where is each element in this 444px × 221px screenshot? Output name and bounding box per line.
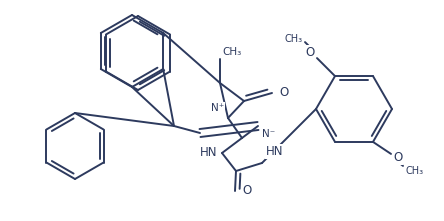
Text: O: O <box>393 151 402 164</box>
Text: CH₃: CH₃ <box>285 34 303 44</box>
Text: O: O <box>306 46 315 59</box>
Text: O: O <box>242 185 251 198</box>
Text: N⁺: N⁺ <box>211 103 224 113</box>
Text: HN: HN <box>266 145 284 158</box>
Text: O: O <box>279 86 288 99</box>
Text: N⁻: N⁻ <box>262 129 275 139</box>
Text: HN: HN <box>199 147 217 160</box>
Text: CH₃: CH₃ <box>222 47 241 57</box>
Text: CH₃: CH₃ <box>405 166 423 176</box>
